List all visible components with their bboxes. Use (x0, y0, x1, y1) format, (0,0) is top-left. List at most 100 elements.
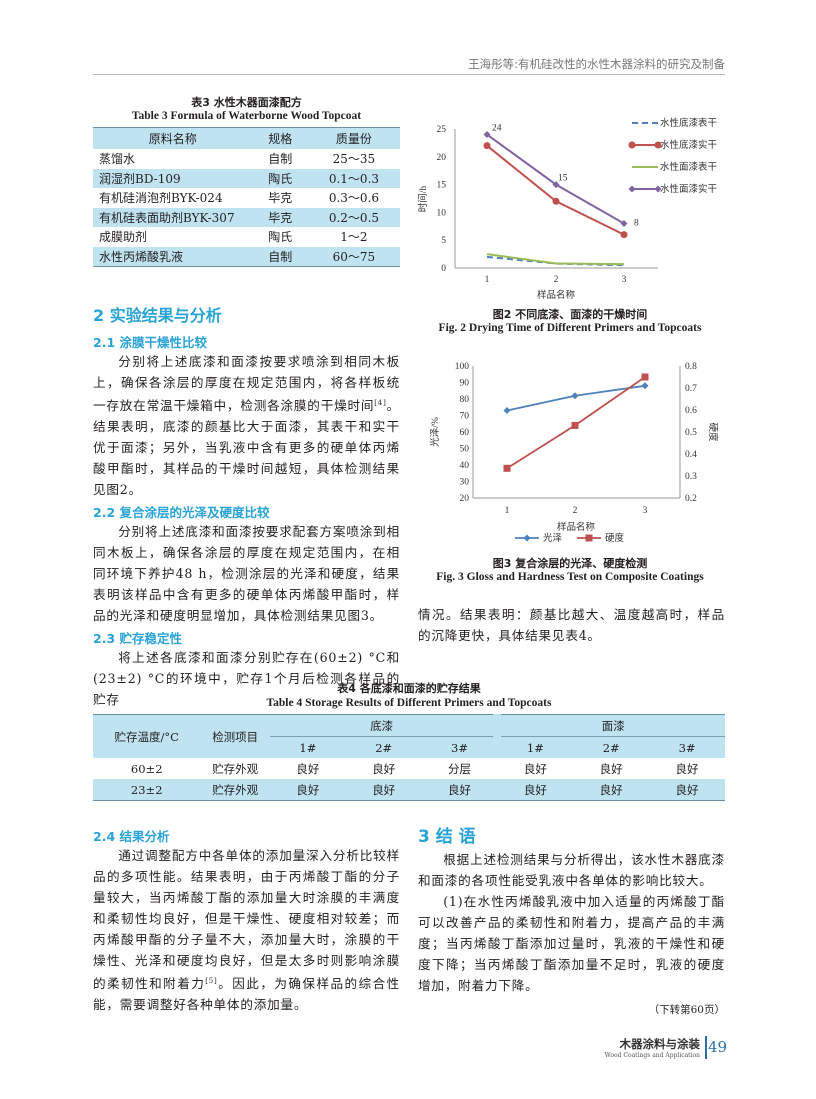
series-line (486, 253, 625, 266)
journal-name-en: Wood Coatings and Application (604, 1052, 700, 1059)
figure3-chart: 20 30 40 50 60 70 80 90 100 0.2 0.3 0.4 0.5 0.6 0.7 0.8… (429, 362, 719, 544)
table-cell: 23±2 (93, 779, 201, 801)
data-point (483, 142, 491, 150)
y-tick-label: 60 (460, 428, 470, 438)
table-row: 成膜助剂 陶氏 1～2 (93, 227, 400, 247)
page-number: 49 (708, 1038, 728, 1056)
y2-tick-label: 0.6 (685, 406, 697, 416)
table-row: 60±2 贮存外观 良好 良好 分层 良好 良好 良好 (93, 758, 725, 779)
left-column: 2 实验结果与分析 2.1 涂膜干燥性比较 分别将上述底漆和面漆按要求喷涂到相同… (93, 302, 400, 710)
data-point (552, 197, 560, 205)
series-line (486, 144, 625, 236)
section22-paragraph: 分别将上述底漆和面漆按要求配套方案喷涂到相同木板上，确保各涂层的厚度在规定范围内… (93, 524, 400, 624)
section24-heading: 2.4 结果分析 (93, 829, 170, 844)
paragraph-text: 通过调整配方中各单体的添加量深入分析比较样品的多项性能。结果表明，由于丙烯酸丁酯… (93, 848, 400, 992)
figure3-caption-cn: 图3 复合涂层的光泽、硬度检测 (492, 557, 648, 570)
x-tick-label: 3 (622, 275, 627, 285)
table-cell: 0.1～0.3 (307, 168, 400, 188)
legend-label: 水性底漆表干 (660, 117, 717, 129)
data-point (585, 534, 593, 542)
col-header: 检测项目 (200, 714, 270, 758)
table4-title-cn: 表4 各底漆和面漆的贮存结果 (337, 682, 481, 695)
table3: 原料名称 规格 质量份 蒸馏水 自制 25～35 润湿剂BD-109 陶氏 0.1～0.3… (93, 127, 400, 267)
y-tick-label: 10 (437, 208, 447, 218)
legend-label: 水性面漆表干 (660, 161, 717, 173)
y2-tick-label: 0.7 (685, 384, 697, 394)
data-point (620, 220, 628, 228)
sample-header: 1# (497, 736, 574, 758)
table-row: 蒸馏水 自制 25～35 (93, 149, 400, 169)
table-cell: 蒸馏水 (99, 152, 136, 167)
y-tick-label: 5 (441, 236, 446, 246)
citation: [4] (374, 399, 387, 407)
table-cell: 贮存外观 (200, 779, 270, 801)
table-cell: 自制 (252, 246, 308, 267)
data-point (483, 131, 491, 139)
section3-paragraph1: 根据上述检测结果与分析得出，该水性木器底漆和面漆的各项性能受乳液中各单体的影响比… (418, 852, 725, 888)
y2-tick-label: 0.5 (685, 428, 697, 438)
table-row: 有机硅消泡剂BYK-024 毕克 0.3～0.6 (93, 188, 400, 208)
sample-header: 3# (421, 736, 498, 758)
y-tick-label: 50 (460, 445, 470, 455)
table-cell: 陶氏 (268, 230, 293, 245)
y-tick-label: 0 (441, 264, 446, 274)
x-tick-label: 2 (554, 275, 559, 285)
x-tick-label: 2 (573, 506, 578, 516)
x-axis-label: 样品名称 (557, 521, 596, 533)
section3-paragraph2: (1)在水性丙烯酸乳液中加入适量的丙烯酸丁酯可以改善产品的柔韧性和附着力，提高产… (418, 894, 725, 993)
col-header: 质量份 (307, 127, 400, 149)
section22-heading: 2.2 复合涂层的光泽及硬度比较 (93, 505, 270, 521)
table-cell: 良好 (497, 779, 574, 801)
paragraph-text: 。结果表明，底漆的颜基比大于面漆，其表干和实干优于面漆；另外，当乳液中含有更多的… (93, 398, 401, 498)
data-point (654, 141, 662, 149)
continued-note: （下转第60页） (648, 1004, 725, 1016)
data-label: 24 (492, 124, 502, 134)
y-tick-label: 25 (437, 125, 447, 135)
sample-header: 1# (269, 736, 346, 758)
section3: 3 结 语 根据上述检测结果与分析得出，该水性木器底漆和面漆的各项性能受乳液中各… (418, 822, 725, 1017)
table3-title-en: Table 3 Formula of Waterborne Wood Topco… (131, 110, 362, 122)
section24: 2.4 结果分析 通过调整配方中各单体的添加量深入分析比较样品的多项性能。结果表… (93, 826, 400, 1015)
sample-header: 2# (345, 736, 422, 758)
table3-title-cn: 表3 水性木器面漆配方 (191, 96, 302, 109)
section23-heading: 2.3 贮存稳定性 (93, 631, 182, 647)
col-header: 原料名称 (93, 127, 253, 149)
table-cell: 分层 (448, 761, 472, 776)
table-cell: 良好 (345, 779, 422, 801)
y-axis-label: 光泽/% (429, 417, 441, 447)
data-point (503, 407, 511, 415)
table-cell: 成膜助剂 (99, 230, 148, 245)
table-cell: 良好 (675, 761, 699, 776)
table4-title-en: Table 4 Storage Results of Different Pri… (266, 697, 552, 709)
y2-tick-label: 0.2 (685, 494, 697, 504)
table-cell: 良好 (649, 779, 725, 801)
data-point (628, 185, 636, 193)
y2-axis-label: 硬度 (707, 422, 719, 442)
figure2-caption-cn: 图2 不同底漆、面漆的干燥时间 (492, 308, 648, 321)
y-axis-label: 时间/h (417, 186, 429, 213)
table-cell: 25～35 (332, 152, 376, 167)
data-point (641, 382, 649, 390)
table-cell: 良好 (296, 761, 320, 776)
table-cell: 有机硅表面助剂BYK-307 (93, 207, 253, 227)
table-cell: 贮存外观 (212, 761, 259, 776)
data-label: 15 (558, 174, 568, 184)
data-label: 8 (634, 219, 639, 229)
legend-label: 硬度 (605, 532, 625, 544)
legend-label: 水性面漆实干 (660, 183, 717, 195)
table-row: 润湿剂BD-109 陶氏 0.1～0.3 (93, 168, 400, 188)
running-header: 王海彤等:有机硅改性的水性木器涂料的研究及制备 (468, 57, 725, 71)
y-tick-label: 90 (460, 379, 470, 389)
y2-tick-label: 0.4 (685, 450, 697, 460)
section21-paragraph: 分别将上述底漆和面漆按要求喷涂到相同木板上，确保各涂层的厚度在规定范围内，将各样… (93, 351, 400, 500)
table-cell: 1～2 (340, 230, 368, 245)
data-point (523, 534, 531, 542)
data-point (654, 185, 662, 193)
table-cell: 自制 (268, 152, 293, 167)
table-cell: 良好 (523, 761, 547, 776)
citation: [5] (205, 977, 218, 985)
section23-continued: 情况。结果表明：颜基比越大、温度越高时，样品的沉降更快，具体结果见表4。 (418, 607, 725, 643)
paragraph-text: 。因此，为确保样品的综合性能，需要调整好各种单体的添加量。 (93, 976, 401, 1013)
legend-label: 水性底漆实干 (660, 139, 717, 151)
